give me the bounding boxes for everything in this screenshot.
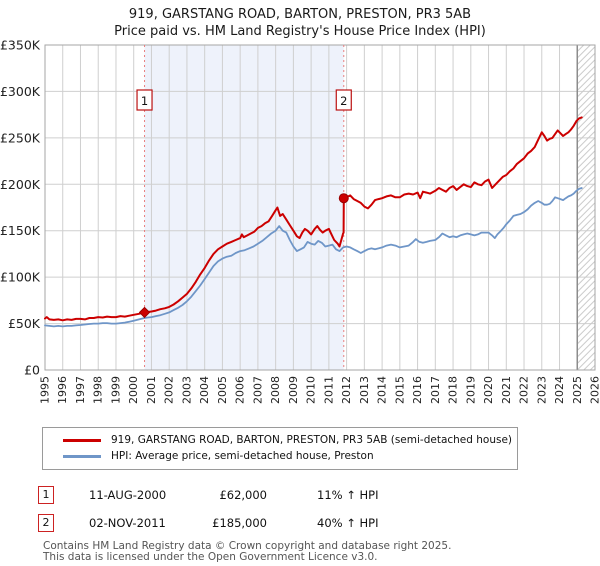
sale-2-badge: 2 (38, 514, 54, 532)
x-tick-label: 1995 (39, 376, 52, 404)
x-tick-label: 1996 (56, 376, 69, 404)
sale-2-date: 02-NOV-2011 (89, 516, 181, 530)
y-tick-label: £100K (0, 270, 41, 285)
sale-2-price: £185,000 (181, 516, 267, 530)
page-title: 919, GARSTANG ROAD, BARTON, PRESTON, PR3… (0, 6, 600, 23)
future-hatch-line (590, 365, 595, 370)
x-tick-label: 2017 (429, 376, 442, 404)
x-tick-label: 2016 (411, 376, 424, 404)
future-hatch-line (584, 359, 595, 370)
x-tick-label: 2000 (127, 376, 140, 404)
x-tick-label: 2024 (553, 376, 566, 404)
legend-item-hpi: HPI: Average price, semi-detached house,… (49, 448, 511, 464)
price-chart-svg: 1 2 £0 £50K £100K £150K £200K £250K £300K £350K 19… (0, 40, 600, 415)
y-tick-label: £300K (0, 84, 41, 99)
sale-1-badge: 1 (38, 486, 54, 504)
x-tick-label: 2008 (269, 376, 282, 404)
sales-table: 1 11-AUG-2000 £62,000 11% ↑ HPI 2 02-NOV… (0, 485, 600, 532)
x-tick-label: 2014 (376, 376, 389, 404)
y-tick-label: £50K (8, 316, 41, 331)
y-tick-label: £200K (0, 177, 41, 192)
future-hatch-line (577, 45, 590, 58)
x-tick-label: 2015 (393, 376, 406, 404)
hpi-report: 919, GARSTANG ROAD, BARTON, PRESTON, PR3… (0, 6, 600, 563)
x-tick-label: 2018 (447, 376, 460, 404)
legend-item-property: 919, GARSTANG ROAD, BARTON, PRESTON, PR3… (49, 432, 511, 448)
ownership-shaded-region (145, 45, 344, 370)
x-tick-label: 2012 (340, 376, 353, 404)
sale-row-1: 1 11-AUG-2000 £62,000 11% ↑ HPI (38, 485, 600, 504)
x-tick-label: 2026 (589, 376, 600, 404)
red-line-swatch (63, 439, 101, 442)
x-tick-label: 1997 (74, 376, 87, 404)
license-line-2: This data is licensed under the Open Gov… (43, 552, 600, 563)
x-tick-label: 2007 (251, 376, 264, 404)
x-tick-label: 2011 (322, 376, 335, 404)
x-tick-label: 2023 (535, 376, 548, 404)
sale-2-label-text: 2 (340, 94, 347, 108)
x-tick-label: 2005 (216, 376, 229, 404)
x-tick-label: 1999 (109, 376, 122, 404)
sale-1-hpi-delta: 11% ↑ HPI (317, 488, 378, 502)
x-tick-label: 2013 (358, 376, 371, 404)
page: { "header": { "title": "919, GARSTANG RO… (0, 6, 600, 566)
x-tick-label: 2004 (198, 376, 211, 404)
y-tick-label: £350K (0, 40, 41, 53)
future-hatch-line (577, 45, 584, 52)
legend-label-property: 919, GARSTANG ROAD, BARTON, PRESTON, PR3… (111, 434, 512, 446)
x-tick-label: 2020 (482, 376, 495, 404)
page-subtitle: Price paid vs. HM Land Registry's House … (0, 23, 600, 40)
sale-1-price: £62,000 (181, 488, 267, 502)
sale-2-hpi-delta: 40% ↑ HPI (317, 516, 378, 530)
y-tick-label: £0 (24, 363, 40, 378)
x-tick-label: 2021 (500, 376, 513, 404)
x-tick-label: 2019 (464, 376, 477, 404)
y-tick-label: £150K (0, 223, 41, 238)
y-tick-label: £250K (0, 130, 41, 145)
x-tick-label: 2009 (287, 376, 300, 404)
x-tick-label: 2010 (305, 376, 318, 404)
sale-1-label-text: 1 (141, 94, 148, 108)
x-tick-label: 1998 (92, 376, 105, 404)
x-tick-label: 2025 (571, 376, 584, 404)
x-tick-label: 2006 (234, 376, 247, 404)
sale-2-marker-dot (339, 194, 348, 203)
chart-legend: 919, GARSTANG ROAD, BARTON, PRESTON, PR3… (42, 427, 518, 470)
legend-label-hpi: HPI: Average price, semi-detached house,… (111, 450, 374, 462)
sale-row-2: 2 02-NOV-2011 £185,000 40% ↑ HPI (38, 513, 600, 532)
blue-line-swatch (63, 455, 101, 458)
x-tick-label: 2002 (163, 376, 176, 404)
x-tick-label: 2001 (145, 376, 158, 404)
sale-1-date: 11-AUG-2000 (89, 488, 181, 502)
x-tick-label: 2022 (518, 376, 531, 404)
x-tick-label: 2003 (180, 376, 193, 404)
